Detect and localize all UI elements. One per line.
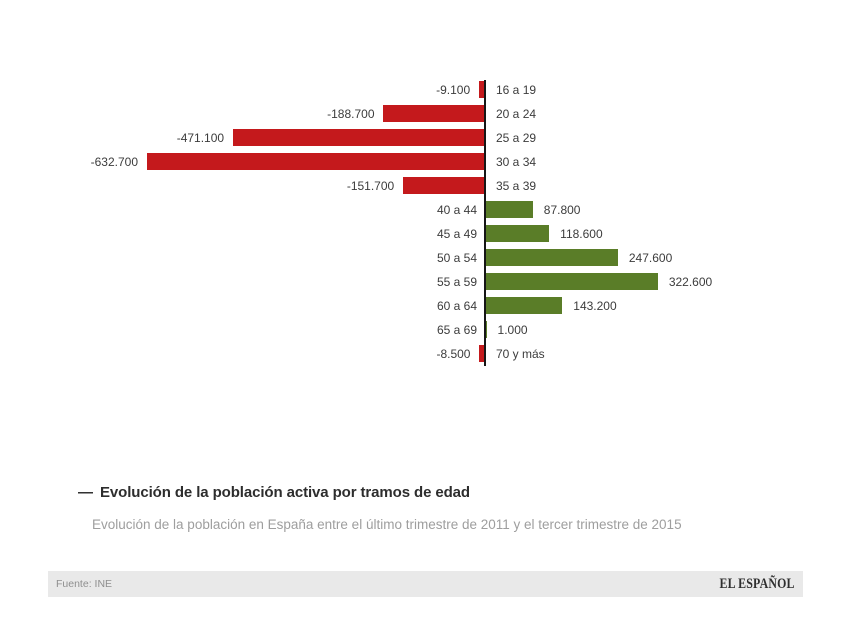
bar-negative (479, 81, 484, 98)
age-label: 60 a 64 (436, 299, 477, 313)
bar-negative (403, 177, 484, 194)
bar-chart: -9.100 16 a 19 -188.700 20 a 24 -471.100 25 a… (0, 78, 854, 368)
chart-row: 1.000 65 a 69 (0, 318, 854, 342)
axis-line (484, 80, 486, 366)
age-label: 70 y más (496, 347, 545, 361)
bar-negative (233, 129, 484, 146)
value-label: -8.500 (436, 347, 471, 361)
title-row: — Evolución de la población activa por t… (78, 483, 778, 502)
bar-positive (486, 273, 658, 290)
bar-positive (486, 201, 533, 218)
bar-negative (147, 153, 484, 170)
value-label: -632.700 (90, 155, 138, 169)
age-label: 55 a 59 (436, 275, 477, 289)
footer-bar: Fuente: INE EL ESPAÑOL (48, 571, 803, 597)
bar-positive (486, 321, 487, 338)
value-label: -188.700 (327, 107, 375, 121)
chart-header: — Evolución de la población activa por t… (78, 483, 778, 533)
chart-row: -188.700 20 a 24 (0, 102, 854, 126)
brand-logo: EL ESPAÑOL (719, 575, 795, 592)
bar-positive (486, 249, 618, 266)
age-label: 20 a 24 (496, 107, 537, 121)
bar-negative (383, 105, 484, 122)
chart-row: 87.800 40 a 44 (0, 198, 854, 222)
value-label: -9.100 (436, 83, 471, 97)
value-label: 322.600 (668, 275, 713, 289)
age-label: 30 a 34 (496, 155, 537, 169)
chart-title: Evolución de la población activa por tra… (100, 484, 470, 501)
bar-positive (486, 225, 550, 242)
source-label: Fuente: INE (56, 578, 113, 590)
chart-subtitle: Evolución de la población en España entr… (92, 517, 682, 532)
bar-positive (486, 297, 563, 314)
chart-row: -9.100 16 a 19 (0, 78, 854, 102)
age-label: 16 a 19 (496, 83, 537, 97)
value-label: -151.700 (346, 179, 395, 193)
age-label: 50 a 54 (436, 251, 477, 265)
chart-row: 143.200 60 a 64 (0, 294, 854, 318)
value-label: 143.200 (573, 299, 617, 313)
age-label: 65 a 69 (436, 323, 477, 337)
age-label: 25 a 29 (496, 131, 537, 145)
chart-row: 118.600 45 a 49 (0, 222, 854, 246)
age-label: 40 a 44 (436, 203, 477, 217)
age-label: 45 a 49 (436, 227, 477, 241)
title-dash: — (78, 484, 93, 501)
value-label: 247.600 (628, 251, 673, 265)
age-label: 35 a 39 (496, 179, 537, 193)
chart-row: -8.500 70 y más (0, 342, 854, 366)
chart-row: -471.100 25 a 29 (0, 126, 854, 150)
chart-row: 322.600 55 a 59 (0, 270, 854, 294)
chart-row: 247.600 50 a 54 (0, 246, 854, 270)
value-label: 87.800 (543, 203, 581, 217)
bar-negative (479, 345, 484, 362)
chart-row: -151.700 35 a 39 (0, 174, 854, 198)
value-label: -471.100 (176, 131, 225, 145)
value-label: 1.000 (497, 323, 528, 337)
chart-row: -632.700 30 a 34 (0, 150, 854, 174)
value-label: 118.600 (560, 227, 603, 241)
